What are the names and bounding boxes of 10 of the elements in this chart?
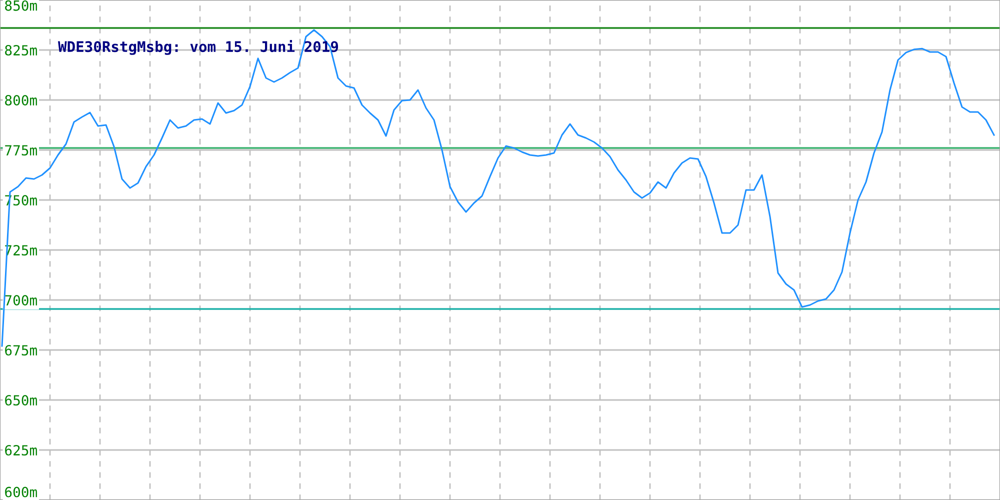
line-series [1, 29, 995, 347]
y-tick-label: 825m [5, 45, 37, 56]
y-tick-label: 800m [5, 95, 37, 106]
y-tick-label: 600m [5, 486, 37, 498]
y-tick-label: 650m [5, 395, 37, 406]
y-tick-label: 625m [5, 445, 37, 456]
y-tick-label: 700m [5, 295, 37, 306]
y-tick-label: 675m [5, 345, 37, 356]
y-tick-label: 775m [5, 145, 37, 156]
y-tick-label: 850m [5, 0, 37, 11]
